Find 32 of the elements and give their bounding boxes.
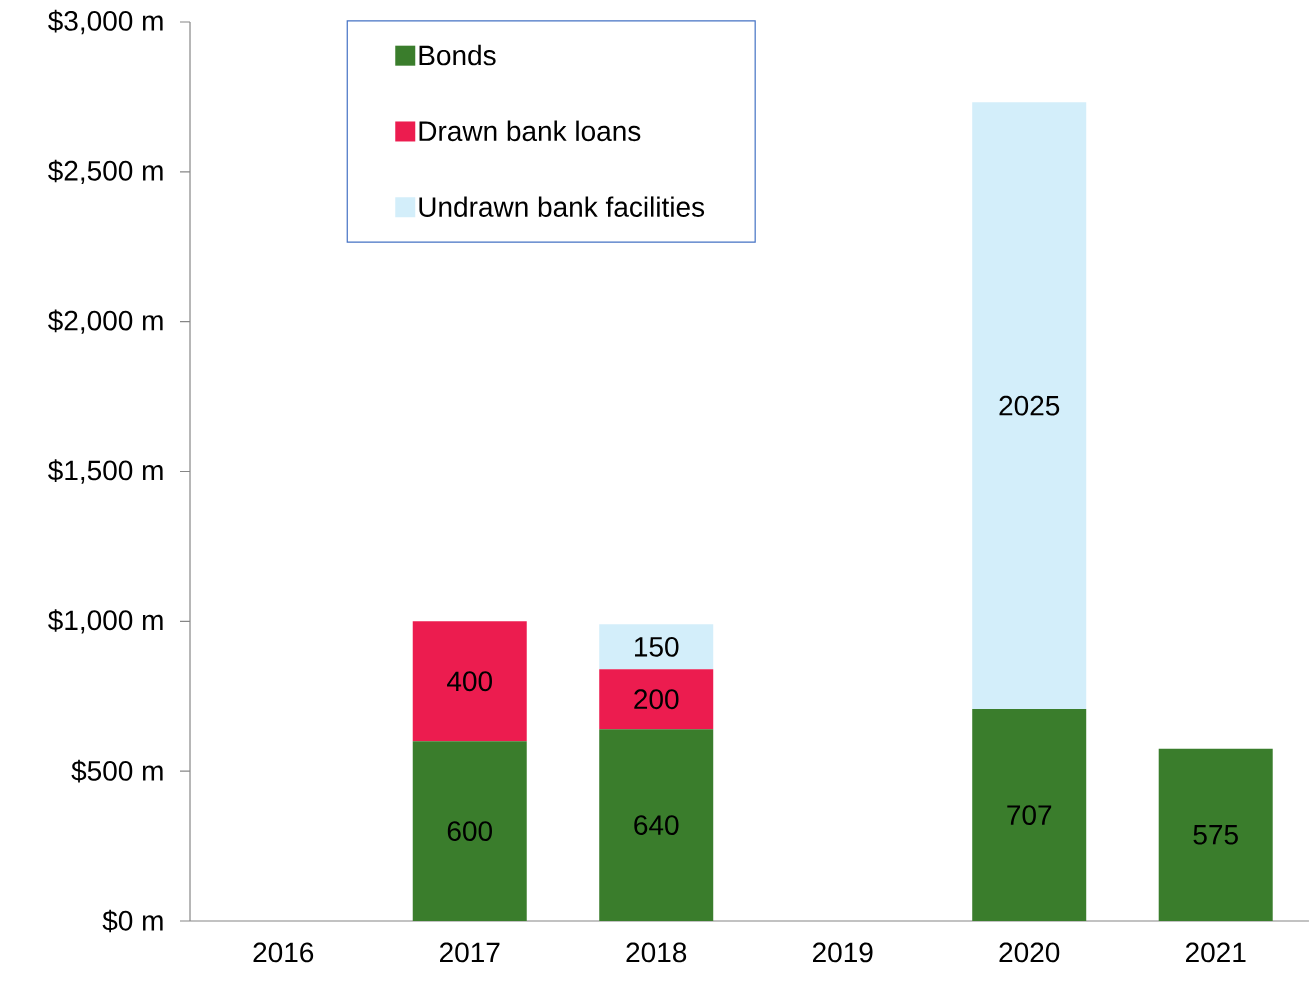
data-label: 2025 [999,395,1060,416]
bar [599,669,714,730]
data-label: 600 [447,821,492,841]
data-label: 400 [447,671,492,692]
y-tick-label: $1,000 m [48,609,163,634]
y-tick-label: $3,000 m [48,9,163,35]
y-tick-label: $0 m [102,909,163,933]
x-tick-label: 2018 [626,942,687,963]
x-tick-label: 2017 [440,942,500,963]
bar [412,741,527,921]
y-tick-label: $2,000 m [48,309,163,334]
data-label: 200 [634,689,679,710]
bar [1158,748,1273,921]
y-tick-label: $500 m [71,759,163,783]
data-label: 707 [1007,805,1052,825]
bar [972,102,1087,710]
data-label: 575 [1193,825,1238,845]
x-tick-label: 2020 [999,942,1060,963]
x-tick-label: 2019 [813,942,873,963]
legend-label: Undrawn bank facilities [419,196,705,217]
bar [599,729,714,921]
legend-label: Bonds [419,44,496,66]
y-tick-label: $2,500 m [48,159,163,184]
y-tick-label: $1,500 m [48,459,163,484]
legend-label: Drawn bank loans [419,120,641,142]
data-label: 150 [635,636,679,657]
bar [972,709,1087,921]
bar [599,624,714,670]
data-label: 640 [634,815,679,835]
bar [412,621,527,742]
x-tick-label: 2021 [1185,942,1246,963]
x-tick-label: 2016 [253,942,314,963]
